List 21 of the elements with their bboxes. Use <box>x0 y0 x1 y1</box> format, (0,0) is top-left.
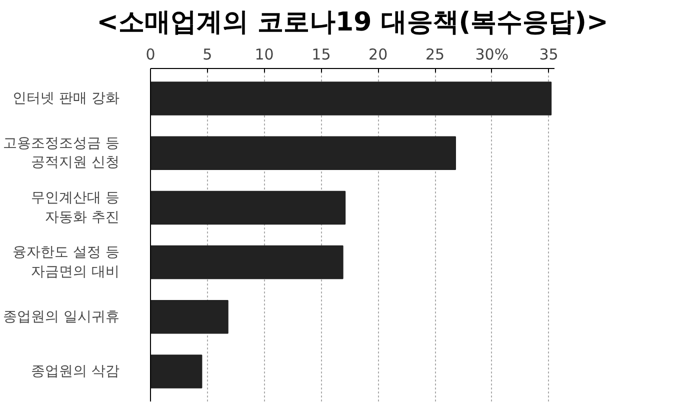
y-tick-label: 종업원의 일시귀휴 <box>3 308 120 325</box>
bar <box>150 354 202 388</box>
chart-title: <소매업계의 코로나19 대응책(복수응답)> <box>96 8 608 38</box>
y-tick-label: 고용조정조성금 등 공적지원 신청 <box>3 136 120 171</box>
x-tick-label: 15 <box>312 46 331 64</box>
x-tick-label: 35 <box>539 46 558 64</box>
x-tick-label: 20 <box>368 46 388 64</box>
y-tick-label: 융자한도 설정 등 자금면의 대비 <box>12 244 120 280</box>
x-tick-label: 5 <box>202 46 212 64</box>
bar <box>150 190 346 225</box>
y-tick-label: 인터넷 판매 강화 <box>12 90 120 107</box>
bar <box>150 245 344 280</box>
x-tick-label: 30% <box>475 46 509 64</box>
x-tick-label: 0 <box>146 46 156 64</box>
bar <box>150 300 228 334</box>
bar <box>150 136 456 170</box>
y-tick-label: 종업원의 삭감 <box>31 363 120 380</box>
x-tick-label: 10 <box>254 46 274 64</box>
bar <box>150 82 552 116</box>
x-tick-label: 25 <box>425 46 445 64</box>
y-tick-label: 무인계산대 등 자동화 추진 <box>31 190 120 226</box>
